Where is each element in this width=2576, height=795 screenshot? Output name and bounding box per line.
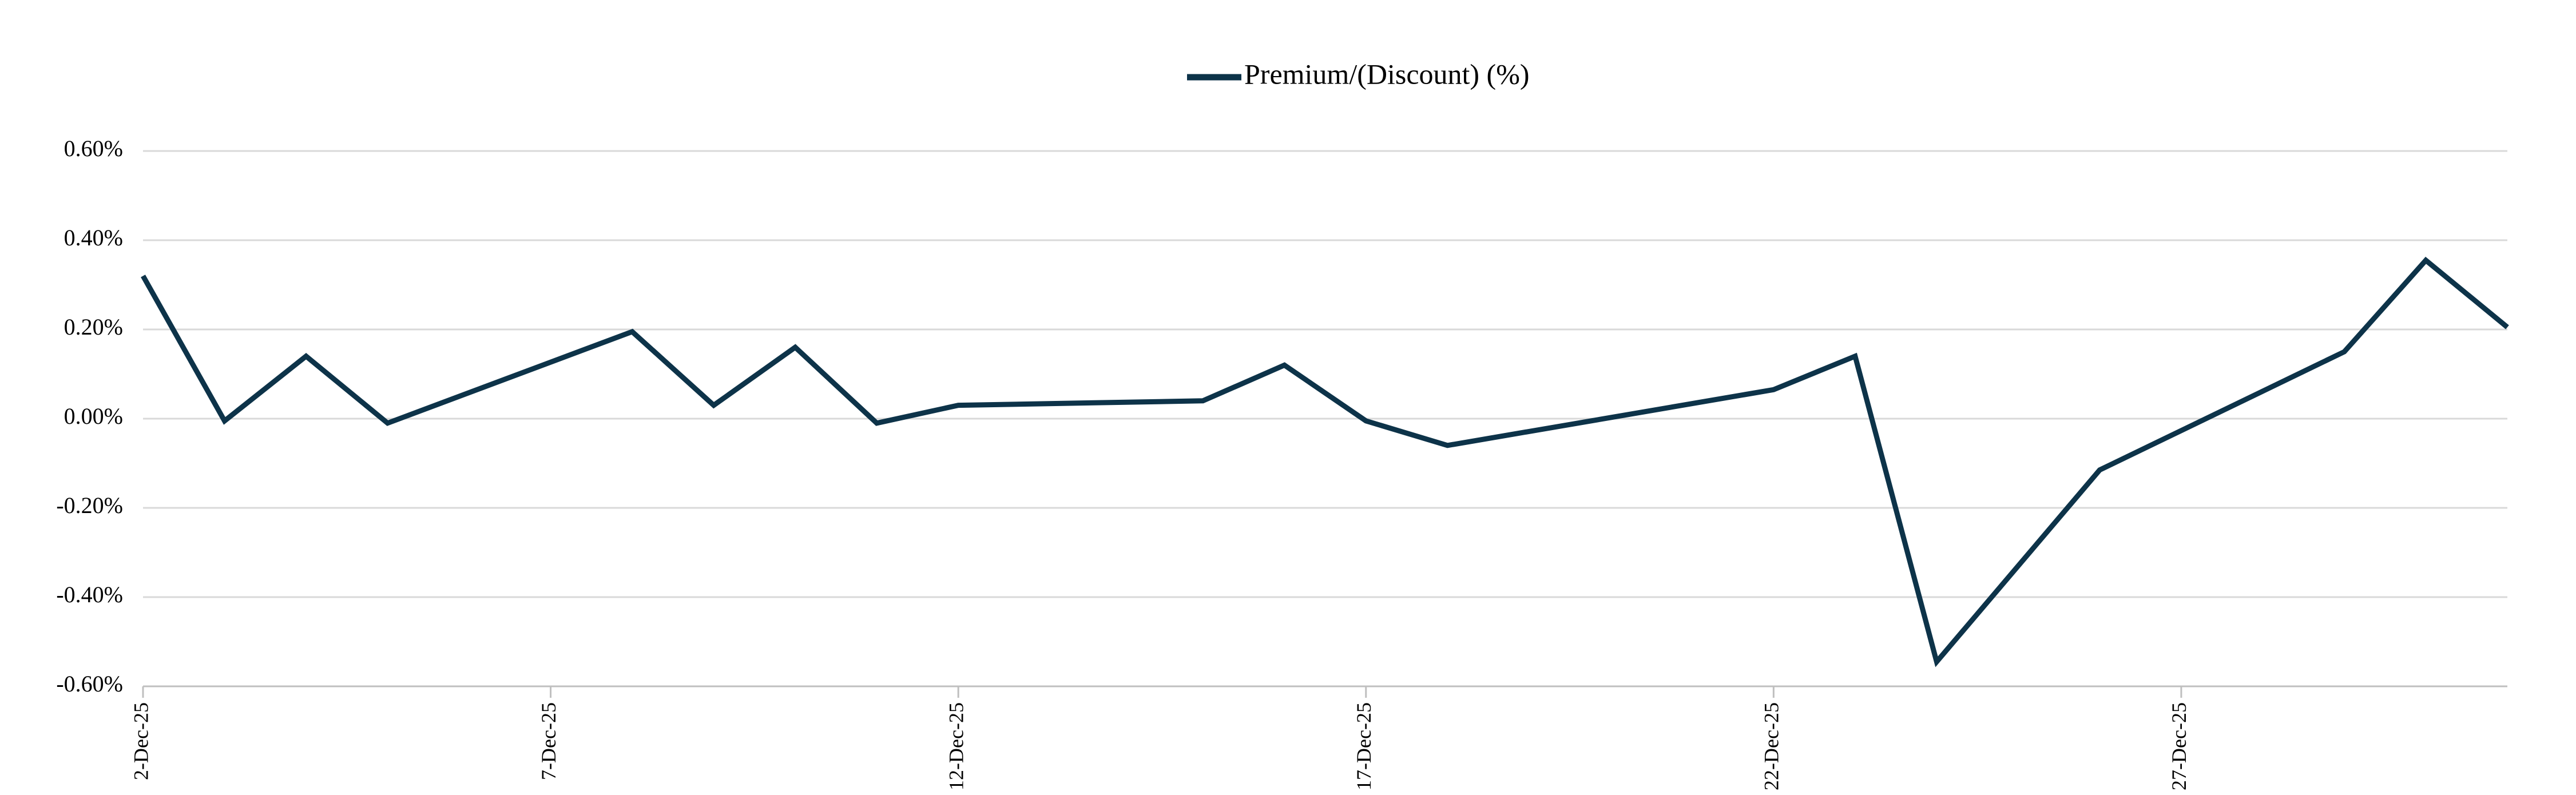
y-tick-label: -0.20% — [56, 492, 123, 518]
x-tick-label: 2-Dec-25 — [129, 702, 152, 780]
y-tick-label: 0.60% — [64, 136, 123, 161]
y-tick-label: -0.60% — [56, 671, 123, 697]
x-tick-label: 12-Dec-25 — [944, 702, 967, 790]
y-tick-label: 0.20% — [64, 314, 123, 340]
y-tick-label: -0.40% — [56, 582, 123, 607]
x-tick-label: 22-Dec-25 — [1760, 702, 1783, 790]
x-tick-label: 27-Dec-25 — [2168, 702, 2190, 790]
legend-label: Premium/(Discount) (%) — [1244, 58, 1530, 90]
x-tick-label: 17-Dec-25 — [1352, 702, 1375, 790]
data-line — [141, 256, 2509, 667]
y-tick-label: 0.00% — [64, 403, 123, 429]
y-tick-label: 0.40% — [64, 225, 123, 251]
x-tick-label: 7-Dec-25 — [537, 702, 560, 780]
